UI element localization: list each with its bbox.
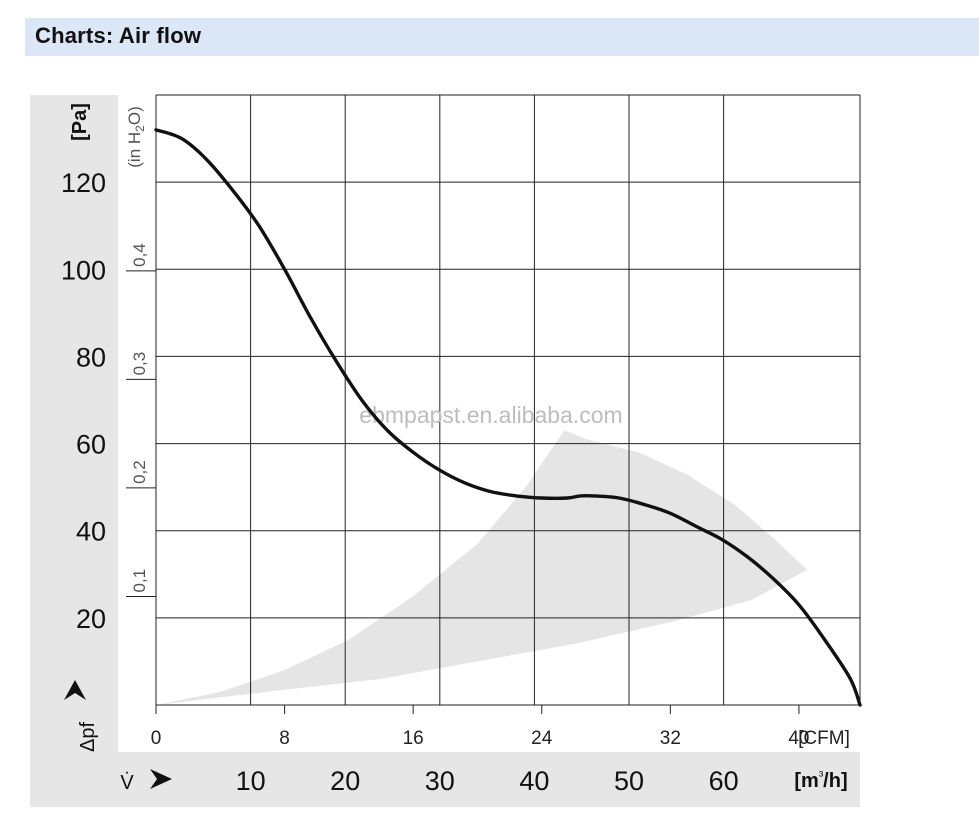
y-tick-label-pa: 40 — [76, 517, 106, 547]
y-tick-label-pa: 20 — [76, 604, 106, 634]
x-axis-label: V̇ — [120, 772, 134, 794]
x-tick-label-cfm: 8 — [279, 728, 290, 749]
y-tick-label-pa: 100 — [61, 255, 106, 285]
x-unit-cfm: [CFM] — [798, 728, 850, 749]
y-unit-pa: [Pa] — [69, 103, 91, 141]
y-axis-label: Δpf — [77, 722, 99, 752]
x-tick-label-m3h: 60 — [709, 766, 739, 796]
y-tick-label-inh2o: 0,1 — [130, 569, 149, 593]
y-tick-label-inh2o: 0,2 — [130, 460, 149, 484]
x-tick-label-m3h: 50 — [614, 766, 644, 796]
y-tick-label-inh2o: 0,3 — [130, 352, 149, 376]
y-tick-label-pa: 120 — [61, 168, 106, 198]
x-tick-label-m3h: 30 — [425, 766, 455, 796]
fan-curve-line — [154, 128, 862, 707]
x-tick-label-cfm: 40 — [788, 728, 809, 749]
y-tick-label-pa: 60 — [76, 430, 106, 460]
x-tick-label-m3h: 20 — [330, 766, 360, 796]
y-tick-label-inh2o: 0,4 — [130, 243, 149, 267]
y-tick-label-pa: 80 — [76, 342, 106, 372]
x-tick-label-cfm: 16 — [403, 728, 424, 749]
x-tick-label-m3h: 10 — [236, 766, 266, 796]
x-axis-arrow-icon — [150, 769, 172, 789]
watermark: ebmpapst.en.alibaba.com — [359, 402, 622, 428]
x-tick-label-m3h: 40 — [519, 766, 549, 796]
x-tick-label-cfm: 0 — [151, 728, 162, 749]
operating-range-area — [156, 430, 807, 705]
y-unit-inh2o: (in H2O) — [125, 106, 147, 167]
header-bar: Charts: Air flow — [25, 18, 979, 56]
x-tick-label-cfm: 32 — [660, 728, 681, 749]
y-axis-arrow-icon — [64, 680, 86, 700]
x-tick-label-cfm: 24 — [531, 728, 553, 749]
chart-title: Charts: Air flow — [35, 23, 202, 48]
x-unit-m3h: [m³/h] — [794, 768, 847, 792]
